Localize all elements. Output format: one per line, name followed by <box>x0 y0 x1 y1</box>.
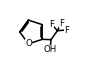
Text: O: O <box>25 39 32 48</box>
Text: F: F <box>49 20 54 29</box>
Text: F: F <box>59 19 64 28</box>
Text: F: F <box>64 26 69 35</box>
Text: OH: OH <box>43 45 57 54</box>
